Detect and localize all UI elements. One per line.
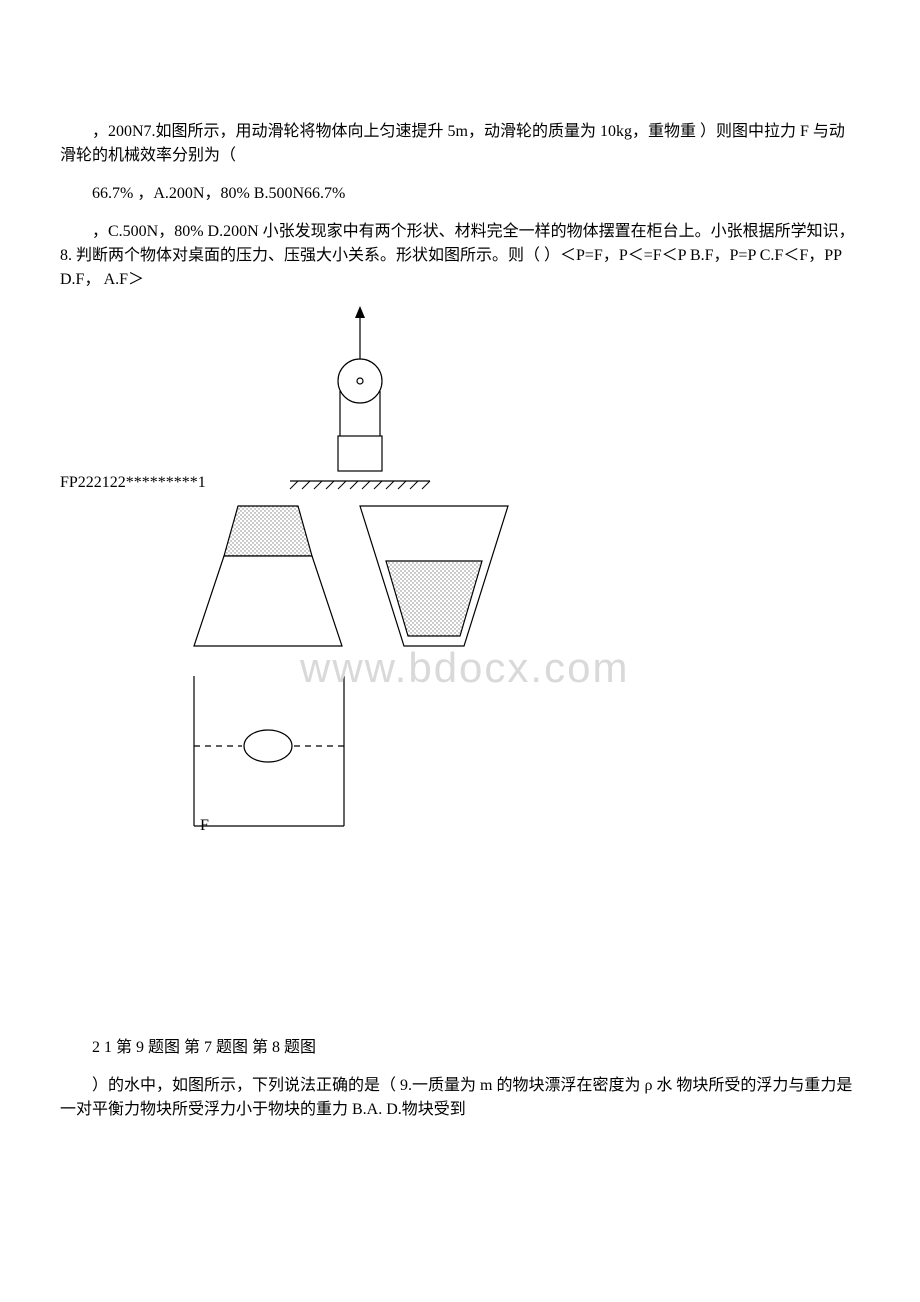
trapezoid-shapes bbox=[194, 506, 508, 646]
diagram-container: www.bdocx.com bbox=[120, 306, 860, 836]
physics-diagrams bbox=[120, 306, 640, 836]
paragraph-q9: ）的水中，如图所示，下列说法正确的是（ 9.一质量为 m 的物块漂浮在密度为 ρ… bbox=[60, 1074, 860, 1122]
paragraph-figure-captions: 2 1 第 9 题图 第 7 题图 第 8 题图 bbox=[60, 1036, 860, 1060]
diagram-label-left: FP222122*********1 bbox=[60, 471, 206, 495]
paragraph-q8: ，C.500N，80% D.200N 小张发现家中有两个形状、材料完全一样的物体… bbox=[60, 220, 860, 292]
paragraph-q7-options-1: 66.7% ，A.200N，80% B.500N66.7% bbox=[60, 182, 860, 206]
paragraph-q7: ，200N7.如图所示，用动滑轮将物体向上匀速提升 5m，动滑轮的质量为 10k… bbox=[60, 120, 860, 168]
floating-block-diagram bbox=[194, 676, 344, 826]
diagram-label-f: F bbox=[200, 814, 209, 838]
pulley-diagram bbox=[290, 306, 430, 489]
